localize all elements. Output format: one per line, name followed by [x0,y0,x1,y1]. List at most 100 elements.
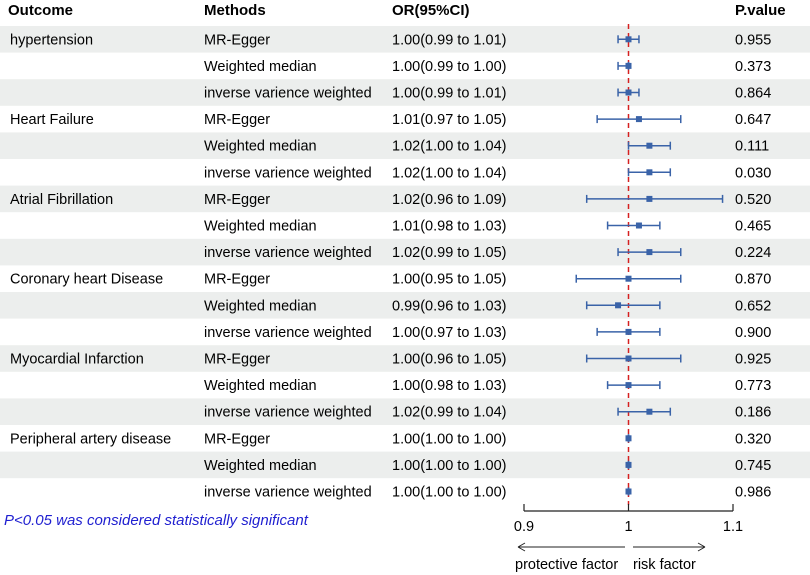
x-axis: 0.9 1 1.1 protective factor risk factor [514,504,743,573]
row-band [0,451,810,479]
outcome-label: Myocardial Infarction [10,352,144,368]
method-label: MR-Egger [204,272,270,288]
outcome-label: Atrial Fibrillation [10,192,113,208]
p-value-label: 0.320 [735,431,771,447]
or-ci-label: 1.00(0.99 to 1.00) [392,59,506,75]
method-label: inverse varience weighted [204,245,372,261]
point-estimate [625,488,632,495]
method-label: MR-Egger [204,32,270,48]
row-bands [0,26,810,479]
method-label: MR-Egger [204,431,270,447]
point-estimate [646,169,653,176]
method-label: Weighted median [204,378,317,394]
outcome-label: Peripheral artery disease [10,431,171,447]
protective-arrow-head [517,542,526,552]
or-ci-label: 1.00(1.00 to 1.00) [392,431,506,447]
or-ci-label: 1.00(0.99 to 1.01) [392,86,506,102]
row-band [0,398,810,425]
p-value-label: 0.773 [735,378,771,394]
or-ci-label: 1.01(0.98 to 1.03) [392,219,506,235]
p-value-label: 0.030 [735,165,771,181]
header-or: OR(95%CI) [392,2,470,19]
point-estimate [625,328,632,335]
ci-marks [575,35,724,496]
p-value-label: 0.647 [735,112,771,128]
row-band [0,26,810,53]
significance-note: P<0.05 was considered statistically sign… [4,512,308,529]
p-value-label: 0.652 [735,298,771,314]
point-estimate [625,382,632,389]
point-estimate [646,195,653,202]
p-value-label: 0.520 [735,192,771,208]
p-value-label: 0.925 [735,352,771,368]
p-value-label: 0.373 [735,59,771,75]
header-pvalue: P.value [735,2,786,19]
risk-factor-label: risk factor [633,557,696,573]
point-estimate [615,302,622,309]
or-ci-label: 1.00(0.96 to 1.05) [392,352,506,368]
row-band [0,292,810,319]
row-band [0,79,810,106]
p-value-label: 0.870 [735,272,771,288]
or-ci-label: 1.02(0.99 to 1.04) [392,405,506,421]
p-value-label: 0.900 [735,325,771,341]
or-ci-label: 0.99(0.96 to 1.03) [392,298,506,314]
or-ci-label: 1.02(1.00 to 1.04) [392,165,506,181]
p-value-label: 0.986 [735,485,771,501]
point-estimate [625,275,632,282]
method-label: Weighted median [204,139,317,155]
outcome-label: Coronary heart Disease [10,272,163,288]
p-value-label: 0.224 [735,245,771,261]
point-estimate [625,435,632,442]
method-label: inverse varience weighted [204,86,372,102]
method-label: MR-Egger [204,192,270,208]
or-ci-label: 1.00(0.99 to 1.01) [392,32,506,48]
point-estimate [646,142,653,149]
point-estimate [635,222,642,229]
outcome-label: Heart Failure [10,112,94,128]
risk-arrow-head [697,542,706,552]
or-ci-label: 1.00(1.00 to 1.00) [392,458,506,474]
point-estimate [625,89,632,96]
or-ci-label: 1.00(0.97 to 1.03) [392,325,506,341]
or-ci-label: 1.01(0.97 to 1.05) [392,112,506,128]
p-value-label: 0.111 [735,139,769,155]
method-label: Weighted median [204,298,317,314]
header-methods: Methods [204,2,266,19]
method-label: MR-Egger [204,352,270,368]
x-tick-label: 0.9 [514,519,534,535]
row-band [0,132,810,159]
x-tick-label: 1 [624,519,632,535]
or-ci-label: 1.02(0.96 to 1.09) [392,192,506,208]
column-headers: Outcome Methods OR(95%CI) P.value [8,2,786,19]
method-label: inverse varience weighted [204,405,372,421]
method-label: inverse varience weighted [204,485,372,501]
method-label: inverse varience weighted [204,165,372,181]
point-estimate [646,249,653,256]
table-rows: hypertension MR-Egger 1.00(0.99 to 1.01) 0.… [10,32,771,500]
protective-factor-label: protective factor [515,557,618,573]
method-label: Weighted median [204,219,317,235]
method-label: Weighted median [204,59,317,75]
method-label: MR-Egger [204,112,270,128]
x-tick-label: 1.1 [723,519,743,535]
or-ci-label: 1.02(0.99 to 1.05) [392,245,506,261]
p-value-label: 0.864 [735,86,771,102]
point-estimate [625,461,632,468]
or-ci-label: 1.00(0.98 to 1.03) [392,378,506,394]
point-estimate [625,36,632,43]
p-value-label: 0.186 [735,405,771,421]
method-label: Weighted median [204,458,317,474]
outcome-label: hypertension [10,32,93,48]
method-label: inverse varience weighted [204,325,372,341]
or-ci-label: 1.02(1.00 to 1.04) [392,139,506,155]
point-estimate [625,62,632,69]
point-estimate [625,355,632,362]
or-ci-label: 1.00(1.00 to 1.00) [392,485,506,501]
p-value-label: 0.465 [735,219,771,235]
point-estimate [635,116,642,123]
p-value-label: 0.745 [735,458,771,474]
or-ci-label: 1.00(0.95 to 1.05) [392,272,506,288]
p-value-label: 0.955 [735,32,771,48]
